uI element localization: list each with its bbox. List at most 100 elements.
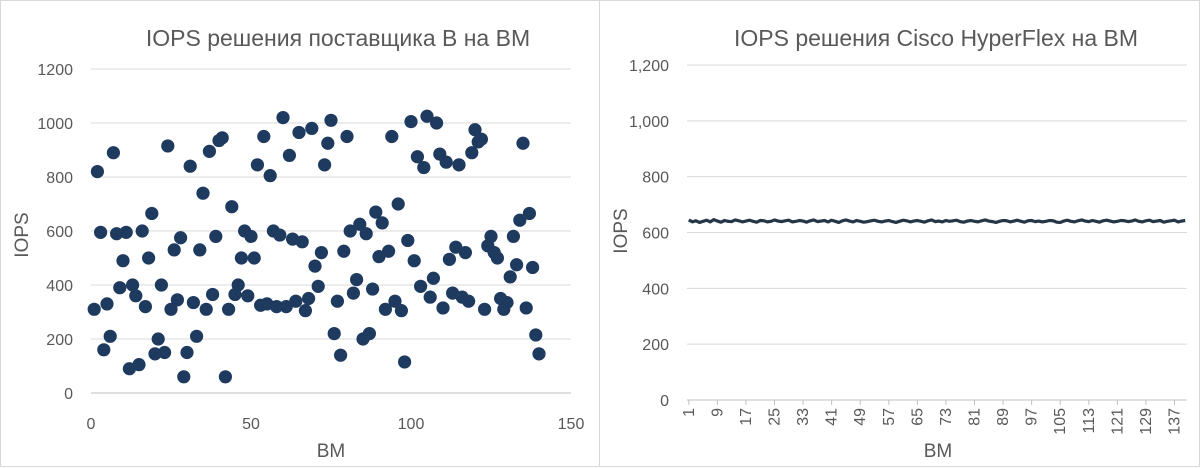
- data-point: [334, 348, 348, 362]
- y-tick-label: 600: [642, 226, 669, 243]
- series-line: [688, 218, 1186, 225]
- data-point: [468, 123, 482, 137]
- data-point: [401, 233, 415, 248]
- data-point: [170, 293, 184, 307]
- data-point: [423, 290, 437, 304]
- data-point: [526, 260, 540, 275]
- data-point: [506, 229, 520, 243]
- y-axis-label: IOPS: [611, 208, 632, 253]
- data-point: [164, 302, 178, 316]
- data-point: [167, 243, 181, 257]
- data-point: [404, 115, 418, 129]
- data-point: [270, 300, 284, 314]
- data-point: [375, 216, 389, 230]
- data-point: [478, 302, 492, 316]
- data-point: [103, 329, 117, 343]
- x-tick-labels: 0 50 100 150: [87, 416, 585, 433]
- data-point: [298, 304, 312, 318]
- data-point: [116, 254, 130, 268]
- data-point: [321, 136, 335, 150]
- data-point: [279, 300, 293, 314]
- data-point: [132, 358, 146, 372]
- x-tick-label: 41: [824, 408, 841, 426]
- data-point: [500, 295, 514, 310]
- data-point: [87, 302, 101, 316]
- data-point: [129, 289, 143, 303]
- data-point: [234, 251, 248, 265]
- x-tick-label: 0: [87, 416, 96, 433]
- data-point: [388, 294, 402, 308]
- chart-panel-vendor-b: IOPS решения поставщика B на ВМ 0 200 400 6…: [0, 0, 600, 467]
- data-point: [532, 347, 546, 361]
- scatter-chart-svg: IOPS решения поставщика B на ВМ 0 200 400 6…: [12, 25, 585, 462]
- y-tick-label: 800: [46, 170, 73, 187]
- data-point: [474, 132, 488, 146]
- chart-title: IOPS решения Cisco HyperFlex на ВМ: [734, 25, 1138, 51]
- data-point: [199, 302, 213, 316]
- data-point: [174, 231, 188, 245]
- data-point: [327, 327, 341, 341]
- data-point: [119, 225, 133, 239]
- data-point: [516, 136, 530, 150]
- data-point: [273, 228, 287, 242]
- data-point: [513, 213, 527, 227]
- x-tick-label: 1: [681, 408, 698, 417]
- x-tick-label: 65: [909, 408, 926, 426]
- data-point: [407, 254, 421, 268]
- line-chart-svg: IOPS решения Cisco HyperFlex на ВМ 0 200 4…: [611, 25, 1187, 462]
- x-tick-label: 17: [738, 408, 755, 426]
- data-point: [180, 345, 194, 360]
- data-point: [465, 146, 479, 160]
- data-point: [314, 246, 328, 260]
- data-point: [218, 370, 232, 384]
- x-tick-label: 97: [1024, 408, 1041, 426]
- data-point: [330, 294, 344, 308]
- data-point: [484, 229, 498, 243]
- data-point: [151, 332, 165, 346]
- data-point: [439, 155, 453, 169]
- data-point: [391, 197, 405, 211]
- data-point: [209, 229, 223, 243]
- x-axis-label: ВМ: [317, 441, 346, 462]
- data-point: [193, 243, 207, 257]
- x-tick-label: 33: [795, 408, 812, 426]
- data-point: [372, 250, 386, 264]
- gridlines: [687, 64, 1187, 401]
- data-points: [87, 109, 546, 384]
- data-point: [231, 278, 245, 292]
- x-tick-label: 89: [995, 408, 1012, 426]
- y-tick-label: 1000: [37, 116, 73, 133]
- data-point: [106, 146, 120, 160]
- y-tick-label: 1,200: [629, 58, 669, 75]
- data-point: [250, 158, 264, 172]
- data-point: [295, 235, 309, 249]
- data-point: [225, 200, 239, 214]
- data-point: [369, 205, 383, 219]
- data-point: [305, 121, 319, 135]
- x-tick-label: 121: [1109, 408, 1126, 435]
- data-point: [90, 165, 104, 179]
- data-series: [688, 218, 1186, 225]
- data-point: [503, 270, 517, 284]
- data-point: [244, 229, 258, 243]
- data-point: [522, 206, 537, 221]
- data-point: [490, 251, 504, 265]
- x-tick-label: 113: [1081, 408, 1098, 434]
- x-axis-label: ВМ: [924, 441, 953, 462]
- chart-panel-cisco-hyperflex: IOPS решения Cisco HyperFlex на ВМ 0 200 4…: [599, 0, 1200, 467]
- y-tick-labels: 0 200 400 600 800 1,000 1,200: [629, 58, 669, 410]
- y-tick-label: 0: [64, 386, 73, 403]
- data-point: [350, 273, 364, 287]
- x-tick-label: 81: [967, 408, 984, 426]
- x-tick-label: 49: [852, 408, 869, 426]
- y-axis-label: IOPS: [12, 212, 33, 257]
- data-point: [302, 291, 316, 306]
- x-tick-label: 129: [1138, 408, 1155, 435]
- x-tick-label: 100: [398, 416, 425, 433]
- y-tick-label: 1,000: [629, 114, 669, 131]
- data-point: [186, 295, 200, 310]
- data-point: [318, 158, 332, 172]
- y-tick-label: 800: [642, 170, 669, 187]
- data-point: [97, 343, 111, 357]
